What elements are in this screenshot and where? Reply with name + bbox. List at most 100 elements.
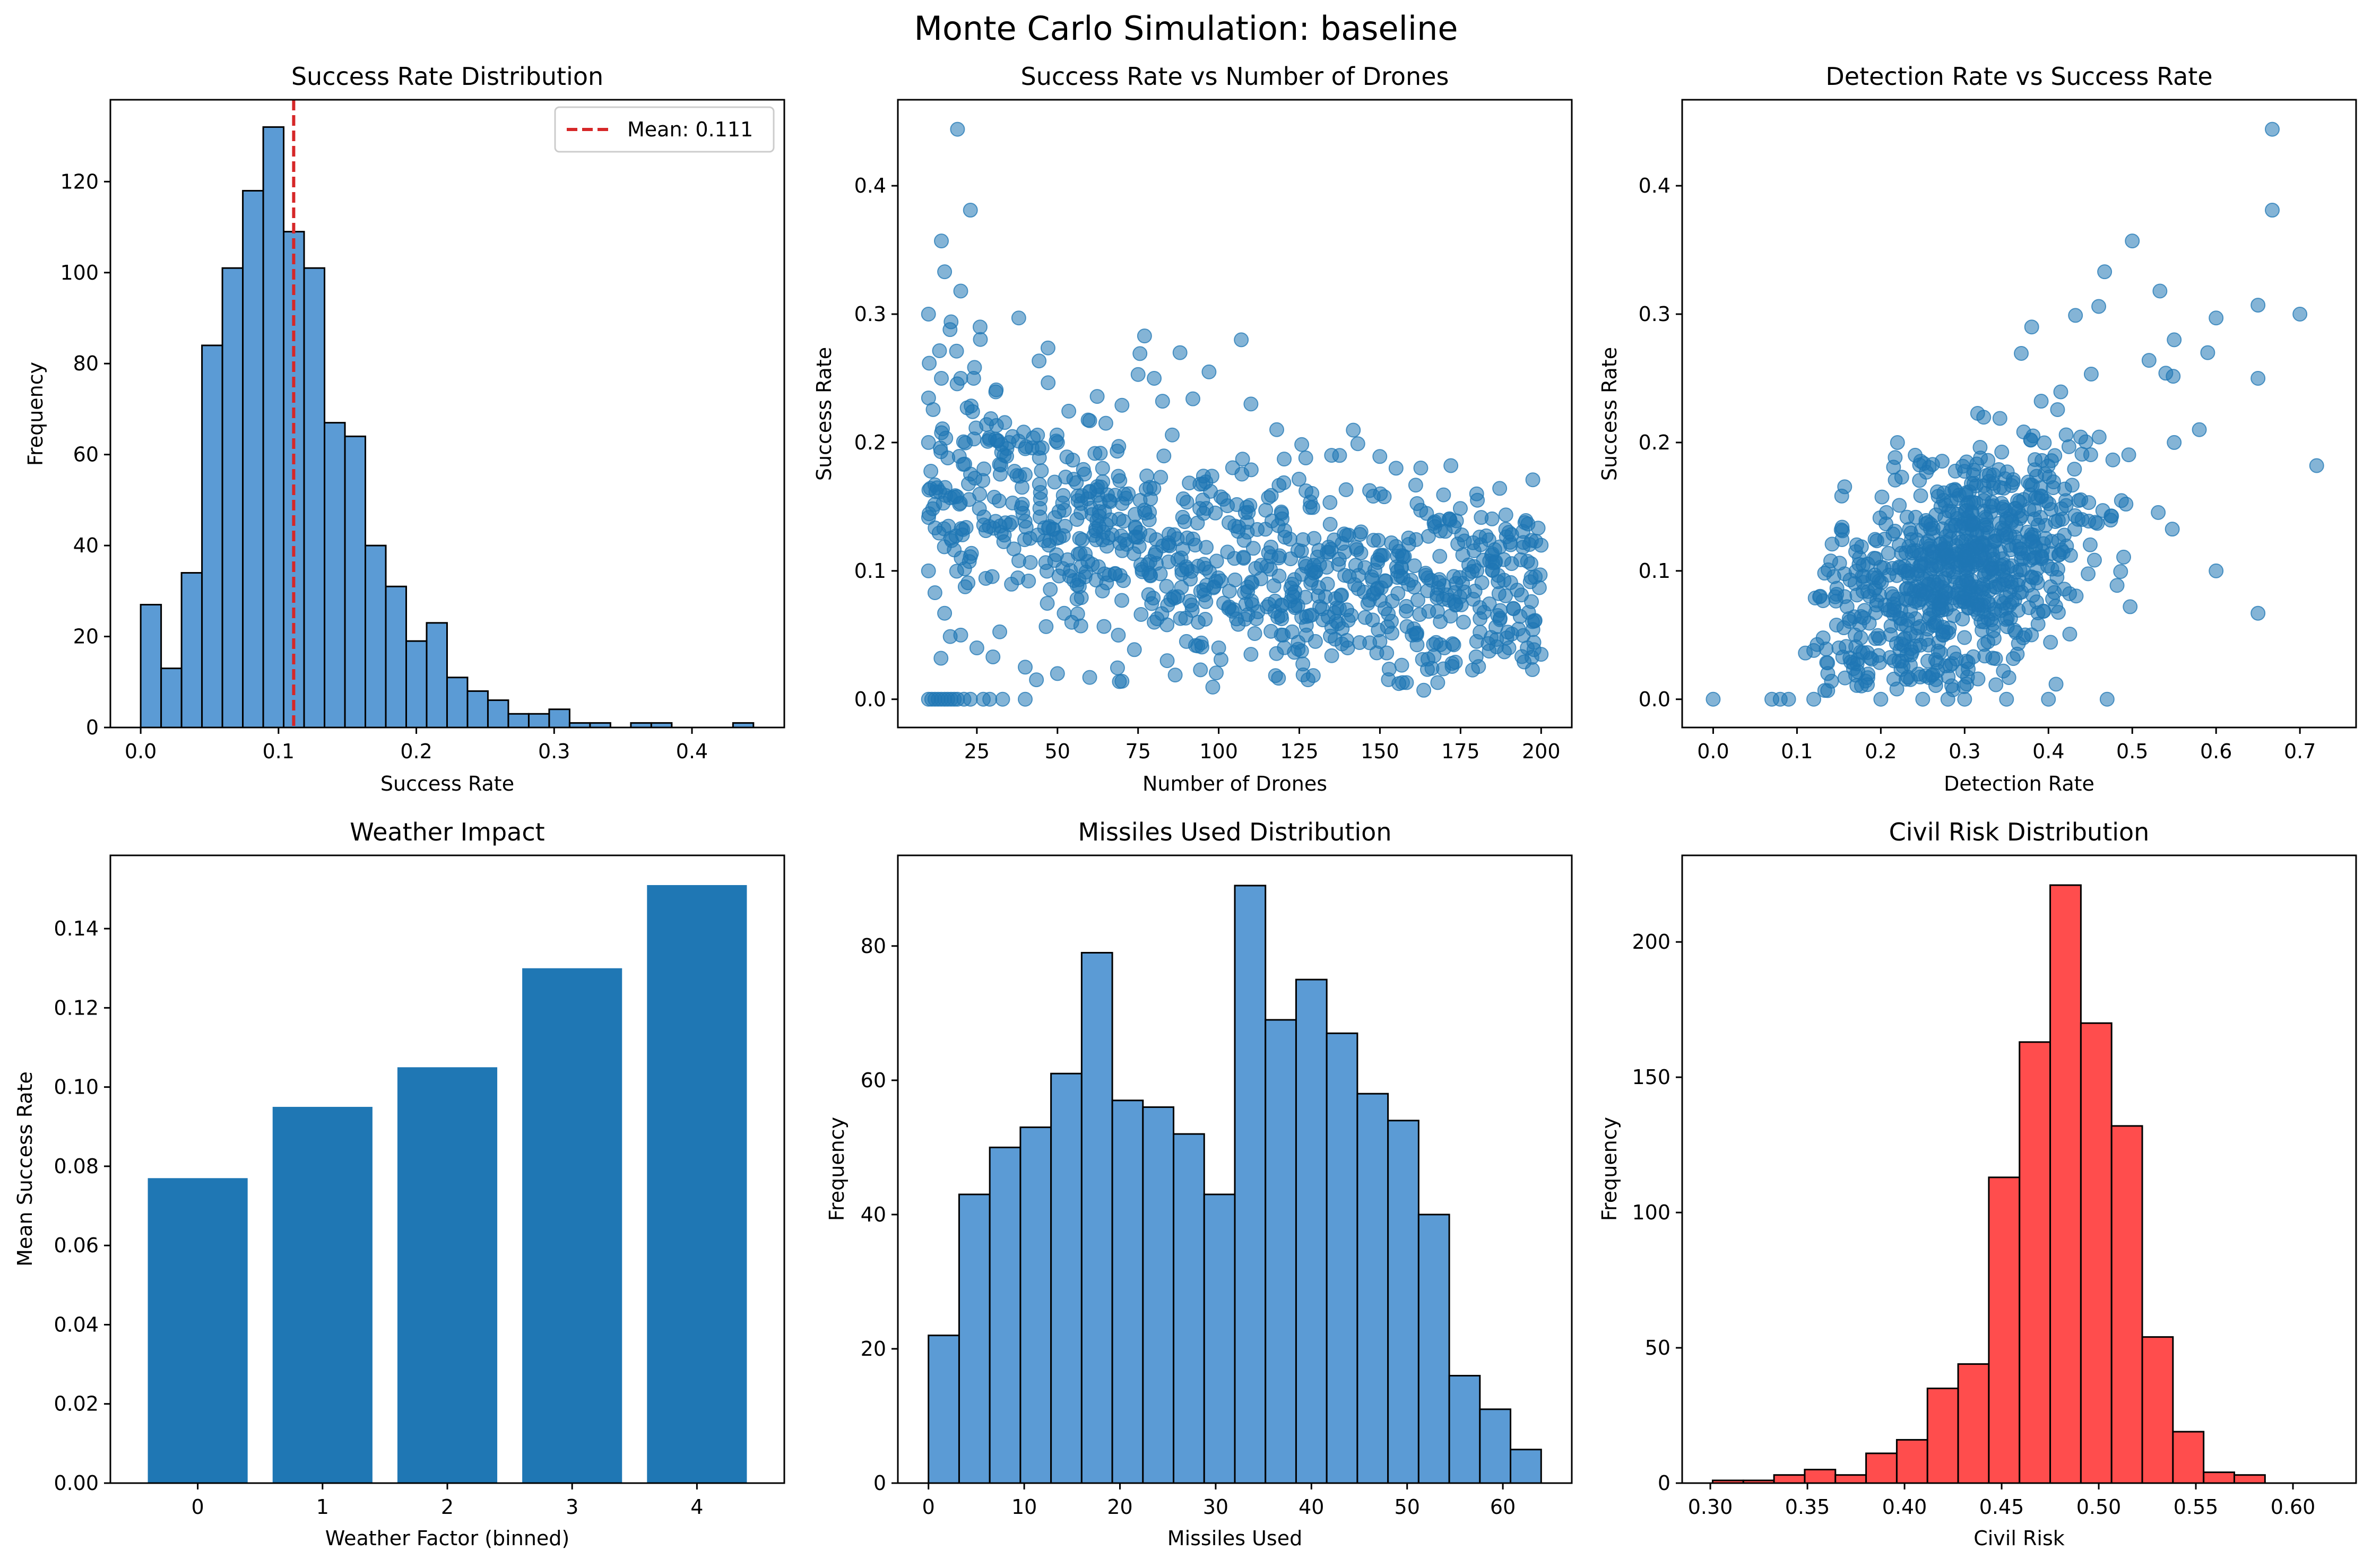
bars [148, 885, 747, 1483]
scatter-point [1960, 669, 1975, 685]
scatter-point [1353, 545, 1369, 561]
x-tick-label: 50 [1045, 740, 1070, 763]
scatter-point [1982, 597, 1997, 612]
scatter-point [1032, 501, 1048, 516]
scatter-point [1429, 635, 1444, 650]
y-tick-label: 0.08 [54, 1155, 99, 1178]
scatter-point [1394, 657, 1409, 673]
x-tick-label: 0.55 [2174, 1495, 2219, 1519]
scatter-point [1992, 411, 2007, 426]
axes-frame [1681, 99, 2357, 729]
scatter-point [1198, 561, 1214, 576]
scatter-point [1175, 509, 1190, 525]
scatter-point [949, 343, 964, 359]
scatter-point [1470, 492, 1485, 508]
scatter-point [1885, 589, 1901, 604]
scatter-point [1484, 511, 1500, 526]
x-tick-label: 0.60 [2271, 1495, 2316, 1519]
scatter-point [1126, 546, 1141, 561]
scatter-point [934, 233, 949, 249]
scatter-point [1080, 554, 1096, 569]
scatter-point [1201, 364, 1217, 379]
x-tick-label: 150 [1361, 740, 1399, 763]
scatter-point [2001, 670, 2016, 686]
scatter-point [1049, 531, 1064, 546]
scatter-point [1221, 515, 1236, 531]
scatter-point [972, 501, 987, 516]
scatter-point [2087, 552, 2102, 568]
scatter-point [1521, 605, 1536, 620]
scatter-point [990, 434, 1005, 449]
scatter-point [1132, 492, 1148, 508]
scatter-point [1234, 332, 1249, 348]
scatter-point [1903, 626, 1918, 642]
scatter-point [2152, 283, 2168, 299]
scatter-point [1443, 458, 1459, 473]
scatter-point [2058, 498, 2074, 513]
scatter-point [2036, 536, 2051, 551]
scatter-point [1980, 453, 1996, 468]
scatter-point [1244, 593, 1259, 609]
scatter-point [1192, 501, 1208, 516]
scatter-point [1456, 614, 1471, 630]
x-axis-ticks: 0.30 0.35 0.40 0.45 0.50 0.55 0.60 [1688, 1483, 2316, 1519]
x-tick-label: 75 [1126, 740, 1151, 763]
scatter-point [1981, 467, 1997, 482]
x-axis-label: Missiles Used [1167, 1527, 1302, 1550]
scatter-point [1133, 607, 1149, 622]
scatter-point [1416, 682, 1432, 698]
scatter-point [991, 493, 1007, 508]
scatter-point [1268, 668, 1283, 683]
scatter-point [1021, 573, 1036, 588]
scatter-point [1165, 427, 1180, 443]
scatter-point [1047, 474, 1062, 490]
scatter-point [1087, 446, 1103, 461]
y-tick-label: 20 [73, 625, 99, 648]
scatter-point [950, 122, 965, 137]
scatter-point [2062, 627, 2077, 642]
scatter-point [1526, 635, 1542, 650]
scatter-point [1908, 509, 1923, 525]
scatter-point [2043, 635, 2058, 650]
scatter-point [1213, 489, 1228, 505]
scatter-point [1243, 462, 1259, 478]
x-tick-label: 3 [566, 1495, 578, 1519]
y-tick-label: 0.3 [854, 302, 886, 326]
scatter-point [1872, 655, 1887, 670]
scatter-point [1362, 635, 1378, 651]
x-tick-label: 175 [1441, 740, 1480, 763]
scatter-point [996, 534, 1011, 549]
scatter-point [1110, 660, 1125, 675]
x-tick-label: 0 [192, 1495, 204, 1519]
histogram-bar [1142, 1106, 1175, 1484]
scatter-point [1226, 602, 1242, 617]
histogram-bar [527, 713, 550, 729]
y-tick-label: 0.10 [54, 1076, 99, 1099]
scatter-point [1332, 448, 1347, 463]
scatter-point [2035, 453, 2050, 468]
scatter-point [1111, 512, 1127, 527]
scatter-point [1137, 328, 1152, 344]
scatter-point [1170, 552, 1185, 567]
scatter-point [1847, 576, 1863, 591]
scatter-point [1404, 573, 1419, 588]
histogram-bar [2172, 1431, 2205, 1484]
scatter-point [2053, 384, 2068, 400]
scatter-point [2045, 591, 2061, 607]
scatter-point [949, 564, 964, 579]
scatter-point [1357, 610, 1373, 625]
y-axis-label: Frequency [1598, 1117, 1621, 1221]
scatter-point [1172, 345, 1188, 360]
scatter-point [1886, 603, 1902, 618]
scatter-point [1034, 463, 1049, 479]
scatter-point [1944, 482, 1960, 498]
scatter-point [2034, 551, 2049, 566]
y-tick-label: 0.04 [54, 1313, 99, 1336]
scatter-point [968, 420, 984, 436]
scatter-point [2007, 501, 2022, 516]
scatter-point [1492, 612, 1508, 627]
y-tick-label: 0.0 [854, 688, 886, 711]
scatter-point [1819, 655, 1834, 670]
scatter-point [1896, 638, 1911, 653]
histogram-bar [324, 422, 346, 729]
